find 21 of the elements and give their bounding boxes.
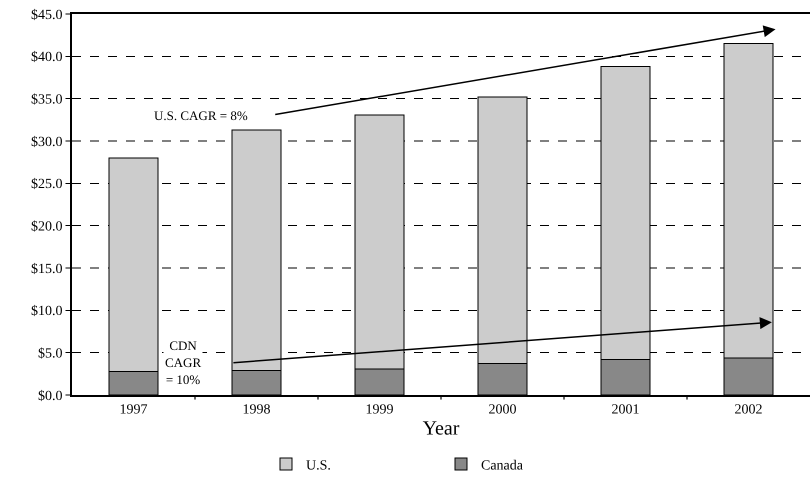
x-axis-title: Year: [422, 418, 460, 440]
x-tick-label: 1999: [366, 402, 394, 418]
y-tick-label: $30.0: [30, 134, 62, 150]
y-tick-label: $25.0: [30, 177, 62, 192]
y-tick-label: $35.0: [30, 92, 62, 108]
x-tick-label: 1998: [242, 402, 270, 418]
y-tick-label: $15.0: [30, 262, 62, 277]
x-tick-label: 2000: [488, 402, 516, 418]
legend-label: U.S.: [306, 458, 331, 474]
y-tick-label: $0.0: [38, 388, 62, 404]
x-tick-label: 2002: [734, 402, 762, 418]
legend-label: Canada: [481, 458, 524, 474]
y-tick-label: $45.0: [30, 8, 62, 23]
y-tick-label: $20.0: [30, 220, 62, 235]
x-tick-label: 2001: [612, 402, 640, 418]
annotation: CDN CAGR = 10%: [165, 338, 202, 387]
y-tick-label: $40.0: [30, 50, 62, 66]
y-tick-label: $10.0: [30, 304, 62, 320]
x-tick-label: 1997: [120, 402, 148, 418]
y-tick-label: $5.0: [38, 346, 62, 362]
annotation: U.S. CAGR = 8%: [154, 108, 248, 123]
